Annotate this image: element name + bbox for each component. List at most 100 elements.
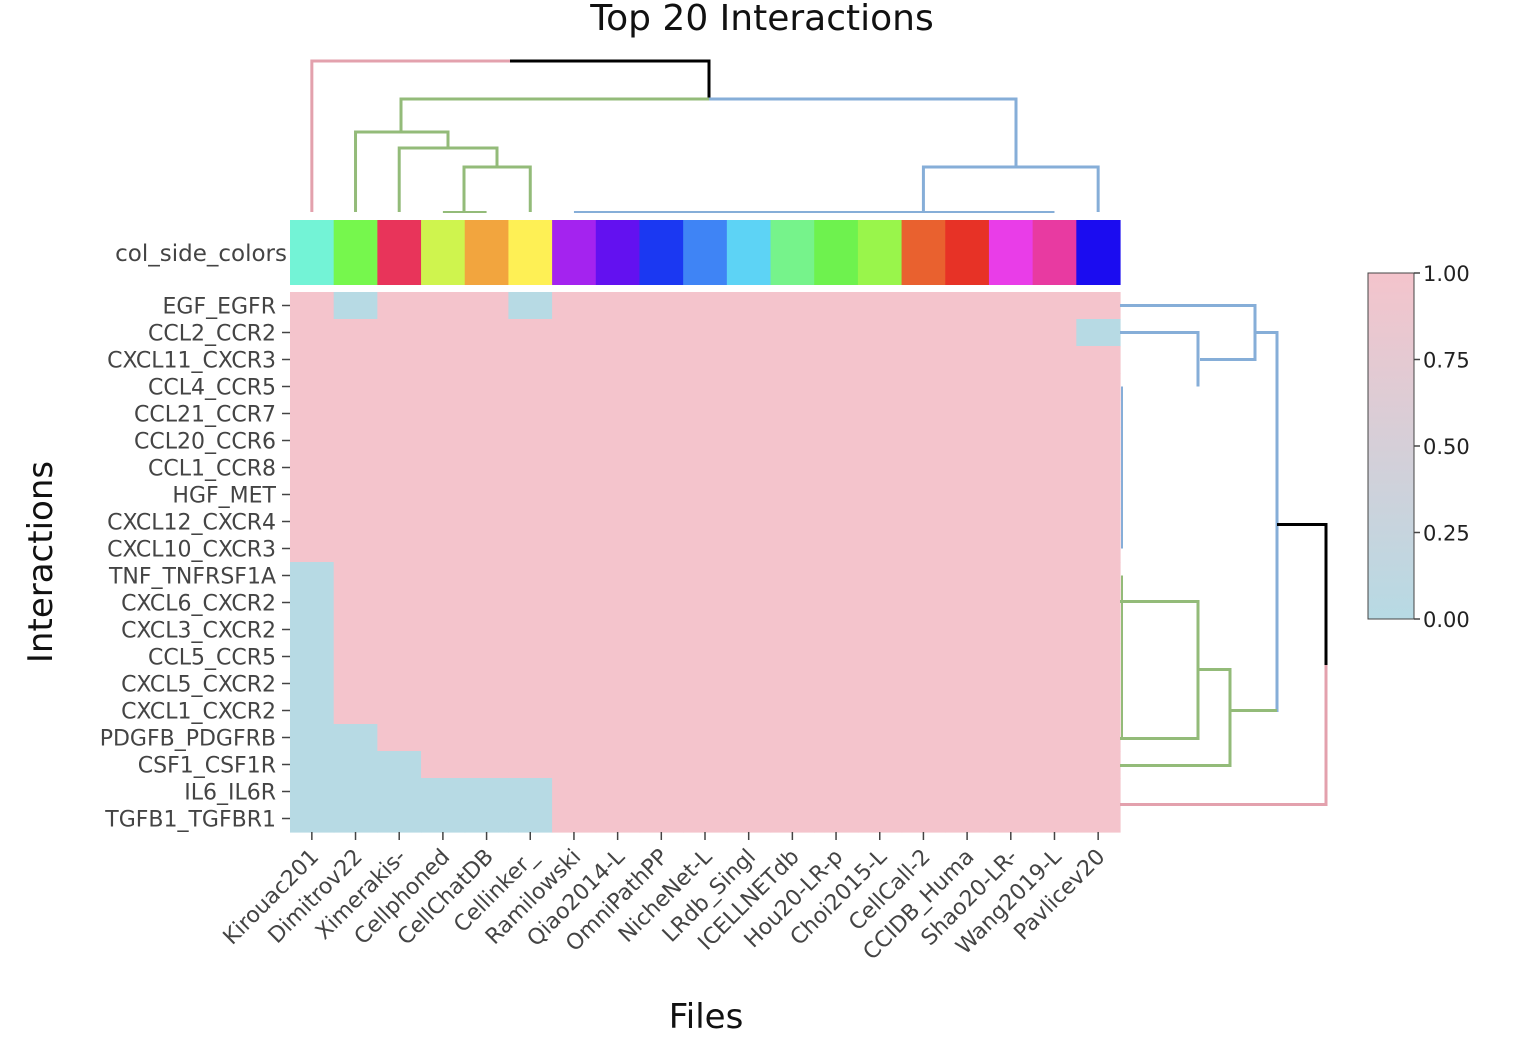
heatmap-cell [857,643,903,671]
heatmap-cell [290,535,335,563]
heatmap-cell [552,751,597,779]
heatmap-cell [1032,805,1077,833]
heatmap-cell [1076,751,1121,779]
heatmap-cell [988,454,1034,482]
heatmap-cell [508,427,553,455]
heatmap-cell [988,616,1034,644]
heatmap-cell [552,778,597,806]
heatmap-cell [552,508,597,536]
heatmap-cell [508,400,553,428]
dendrogram-branch [354,130,450,212]
heatmap-cell [770,292,815,320]
dendrogram-branch [1120,600,1200,740]
heatmap-cell [945,454,990,482]
heatmap-cell [814,319,859,347]
heatmap-cell [901,454,946,482]
heatmap-cell [290,697,335,725]
heatmap-cell [814,589,859,617]
heatmap-cell [639,751,684,779]
heatmap-cell [770,319,815,347]
heatmap-cell [333,697,378,725]
colorbar-tick-label: 0.00 [1423,608,1470,632]
heatmap-cell [901,697,946,725]
heatmap-cell [945,427,990,455]
heatmap-cell [508,481,553,509]
heatmap-cell [988,589,1034,617]
heatmap-cell [988,778,1034,806]
heatmap-cell [901,346,946,374]
heatmap-cell [901,481,946,509]
heatmap-cell [377,751,422,779]
heatmap-cell [988,319,1034,347]
heatmap-cell [683,292,728,320]
heatmap-cell [945,805,990,833]
colorbar: 0.00 0.25 0.50 0.75 1.00 [1367,262,1470,632]
heatmap-cell [1076,697,1121,725]
heatmap-cell [770,562,815,590]
heatmap-cell [1032,751,1077,779]
heatmap-cell [770,346,815,374]
heatmap-cell [770,454,815,482]
heatmap-cell [1032,724,1077,752]
heatmap-cell [421,373,466,401]
heatmap-cell [377,805,422,833]
y-axis-title: Interactions [21,461,61,663]
heatmap-cell [464,535,510,563]
heatmap-cell [552,481,597,509]
heatmap-cell [683,535,728,563]
heatmap-cell [726,724,772,752]
y-tick-label: CXCL10_CXCR3 [107,538,276,563]
heatmap-cell [726,319,772,347]
dendrogram-branch [1120,668,1232,767]
y-tick-label: CCL20_CCR6 [134,430,276,455]
side-color-cell [377,220,422,285]
side-color-cell [333,220,378,285]
heatmap-cell [595,481,641,509]
heatmap-cell [639,292,684,320]
dendrogram-branch [1231,331,1279,712]
heatmap-cell [508,373,553,401]
heatmap-cell [377,643,422,671]
side-color-cell [770,220,815,285]
heatmap-cell [814,400,859,428]
side-color-cell [1032,220,1077,285]
heatmap-cell [1076,535,1121,563]
y-tick-label: CCL21_CCR7 [134,403,276,428]
heatmap-cell [333,400,378,428]
heatmap-cell [683,670,728,698]
heatmap-cell [464,346,510,374]
heatmap-cell [814,697,859,725]
heatmap-cell [464,373,510,401]
heatmap-cell [377,373,422,401]
heatmap-cell [508,751,553,779]
heatmap-cell [421,670,466,698]
heatmap-cell [333,670,378,698]
heatmap-cell [1076,562,1121,590]
heatmap-cell [508,292,553,320]
y-tick-label: CXCL11_CXCR3 [107,349,276,374]
heatmap-cell [683,724,728,752]
heatmap-cell [1032,589,1077,617]
heatmap-cell [945,670,990,698]
y-tick-label: CXCL12_CXCR4 [107,511,276,536]
heatmap-cell [1032,616,1077,644]
side-color-cell [639,220,684,285]
heatmap-cell [1076,670,1121,698]
heatmap-cell [333,562,378,590]
heatmap-cell [726,508,772,536]
heatmap-cell [639,562,684,590]
heatmap-cell [290,670,335,698]
heatmap-cell [988,643,1034,671]
heatmap-cell [377,346,422,374]
heatmap-cell [726,616,772,644]
heatmap-cell [770,535,815,563]
heatmap-cell [377,508,422,536]
heatmap-cell [639,670,684,698]
dendrogram-branch [310,59,510,212]
heatmap-cell [595,670,641,698]
heatmap-cell [595,805,641,833]
heatmap-cell [508,697,553,725]
heatmap-cell [421,805,466,833]
dendrogram-branch [510,59,711,99]
